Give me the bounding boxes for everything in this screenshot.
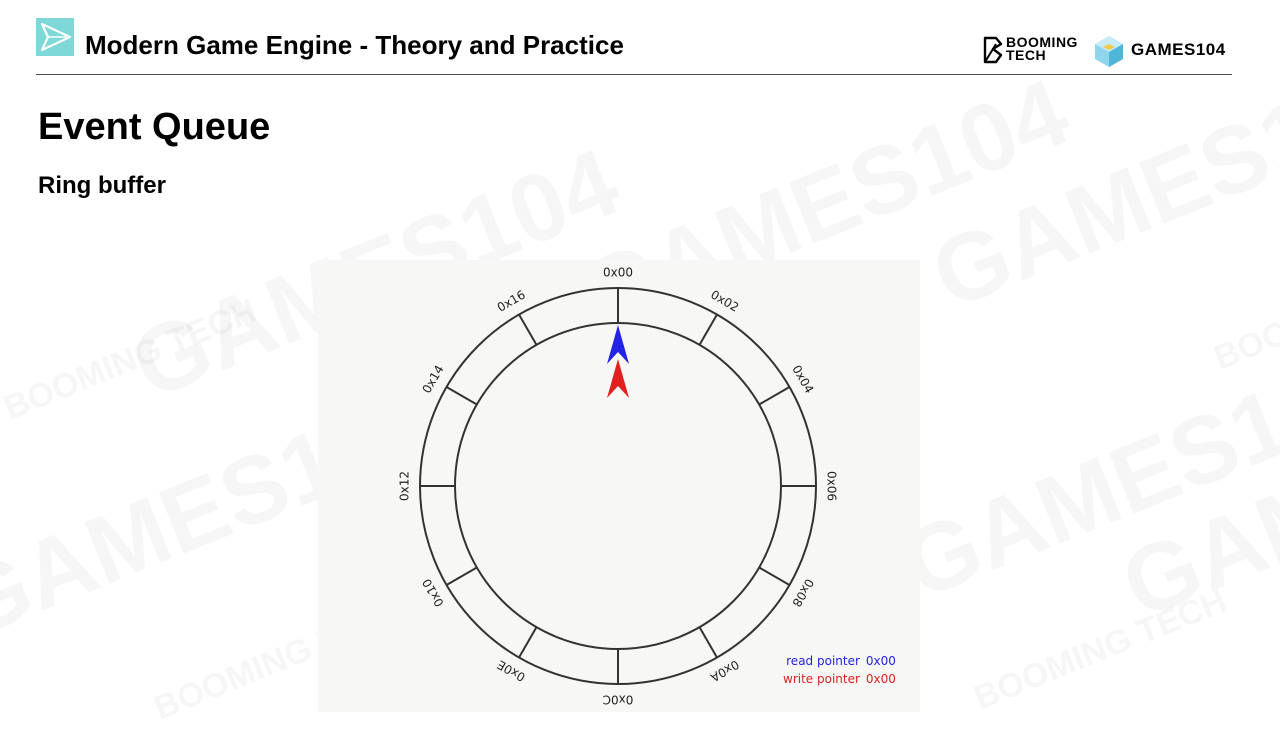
booming-tech-logo: BOOMING TECH xyxy=(982,34,1090,68)
slide-header: Modern Game Engine - Theory and Practice… xyxy=(0,0,1280,76)
slot-divider xyxy=(518,314,538,346)
booming-tech-logo-icon xyxy=(983,36,1003,64)
pointer-legend: read pointer 0x00 write pointer 0x00 xyxy=(783,652,904,688)
slot-divider xyxy=(758,566,790,586)
slot-divider xyxy=(698,314,718,346)
slot-label: 0x14 xyxy=(420,363,447,396)
slot-label: 0x10 xyxy=(420,576,447,609)
booming-label: BOOMING xyxy=(1006,34,1078,50)
svg-text:GAMES104: GAMES104 xyxy=(1108,348,1280,639)
slot-label: 0x02 xyxy=(708,288,741,315)
legend-write-row: write pointer 0x00 xyxy=(783,670,904,688)
svg-text:GAMES104: GAMES104 xyxy=(888,328,1280,619)
legend-read-row: read pointer 0x00 xyxy=(783,652,904,670)
slot-label: 0x0A xyxy=(707,657,741,685)
tech-label: TECH xyxy=(1006,47,1047,63)
header-divider xyxy=(36,74,1232,75)
svg-text:BOOMING TECH: BOOMING TECH xyxy=(0,292,262,428)
write-pointer-arrow xyxy=(607,359,629,398)
slide-title: Event Queue xyxy=(38,106,271,148)
slot-label: 0x00 xyxy=(603,266,633,280)
slot-divider xyxy=(518,626,538,658)
slot-divider xyxy=(758,386,790,406)
slot-divider xyxy=(446,566,478,586)
games104-cube-logo-icon xyxy=(1095,36,1123,67)
slot-label: 0x08 xyxy=(789,576,816,609)
games104-label: GAMES104 xyxy=(1131,40,1226,59)
read-pointer-value: 0x00 xyxy=(865,654,896,668)
svg-text:GAMES104: GAMES104 xyxy=(918,38,1280,329)
slot-label: 0x12 xyxy=(398,471,412,501)
slot-divider xyxy=(446,386,478,406)
slot-label: 0x16 xyxy=(495,288,528,315)
svg-text:BOOMING TECH: BOOMING TECH xyxy=(969,582,1232,718)
svg-text:BOOMING: BOOMING xyxy=(1209,280,1280,377)
ring-buffer-svg: 0x00 0x02 0x04 0x06 0x08 0x0A 0x0C 0x0E 0x10 0x12… xyxy=(398,266,839,707)
games104-logo: GAMES104 xyxy=(1093,34,1233,68)
slot-label: 0x0E xyxy=(495,657,528,684)
slot-label: 0x06 xyxy=(825,471,839,501)
write-pointer-value: 0x00 xyxy=(865,672,896,686)
paper-plane-logo-icon xyxy=(36,18,74,56)
slot-label: 0x0C xyxy=(603,693,634,707)
slide-subtitle: Ring buffer xyxy=(38,172,166,199)
ring-buffer-diagram: 0x00 0x02 0x04 0x06 0x08 0x0A 0x0C 0x0E 0x10 0x12… xyxy=(318,260,920,712)
slot-divider xyxy=(698,626,718,658)
slot-label: 0x04 xyxy=(789,363,816,396)
read-pointer-label: read pointer xyxy=(786,654,860,668)
write-pointer-label: write pointer xyxy=(783,672,860,686)
course-title: Modern Game Engine - Theory and Practice xyxy=(85,30,624,60)
read-pointer-arrow xyxy=(607,325,629,364)
